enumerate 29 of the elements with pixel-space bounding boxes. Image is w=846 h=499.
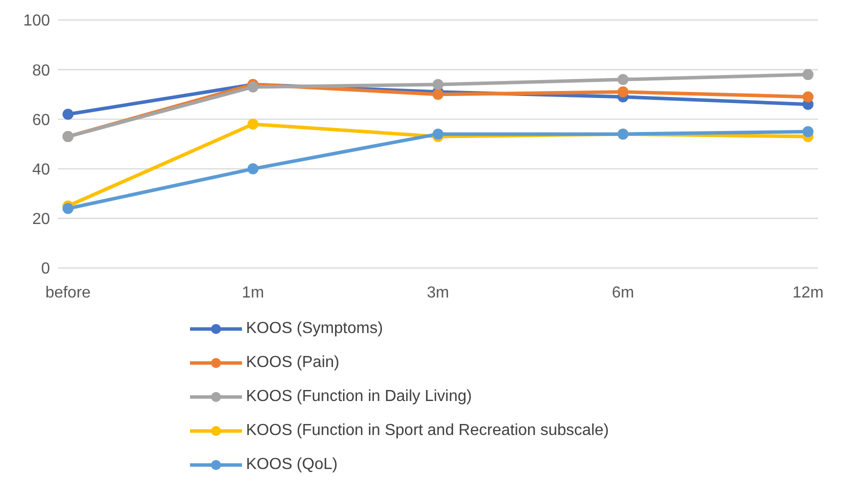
x-tick-label: before <box>45 284 91 302</box>
point <box>248 163 258 174</box>
point <box>802 91 814 102</box>
legend-label: KOOS (Symptoms) <box>246 320 383 338</box>
x-tick-label: 1m <box>242 284 264 302</box>
y-tick-label: 100 <box>23 12 50 30</box>
y-tick-label: 40 <box>32 161 50 178</box>
y-tick-label: 0 <box>41 260 50 278</box>
point <box>432 88 444 100</box>
legend-label: KOOS (QoL) <box>246 456 338 474</box>
legend-label: KOOS (Function in Daily Living) <box>246 388 472 406</box>
point <box>248 118 258 130</box>
point <box>432 78 444 90</box>
legend-label: KOOS (Pain) <box>246 354 340 372</box>
y-tick-label: 20 <box>32 211 50 228</box>
x-tick-label: 3m <box>426 284 450 302</box>
point <box>432 128 444 140</box>
point <box>62 108 74 120</box>
y-tick-label: 80 <box>32 62 50 80</box>
y-tick-label: 60 <box>32 112 50 129</box>
point <box>248 81 258 92</box>
point <box>802 69 814 80</box>
point <box>618 74 628 86</box>
x-tick-label: 6m <box>612 284 634 302</box>
legend-label: KOOS (Function in Sport and Recreation subscale) <box>246 422 609 440</box>
point <box>618 86 628 98</box>
point <box>802 126 814 138</box>
x-tick-label: 12m <box>792 284 824 302</box>
point <box>62 202 74 214</box>
